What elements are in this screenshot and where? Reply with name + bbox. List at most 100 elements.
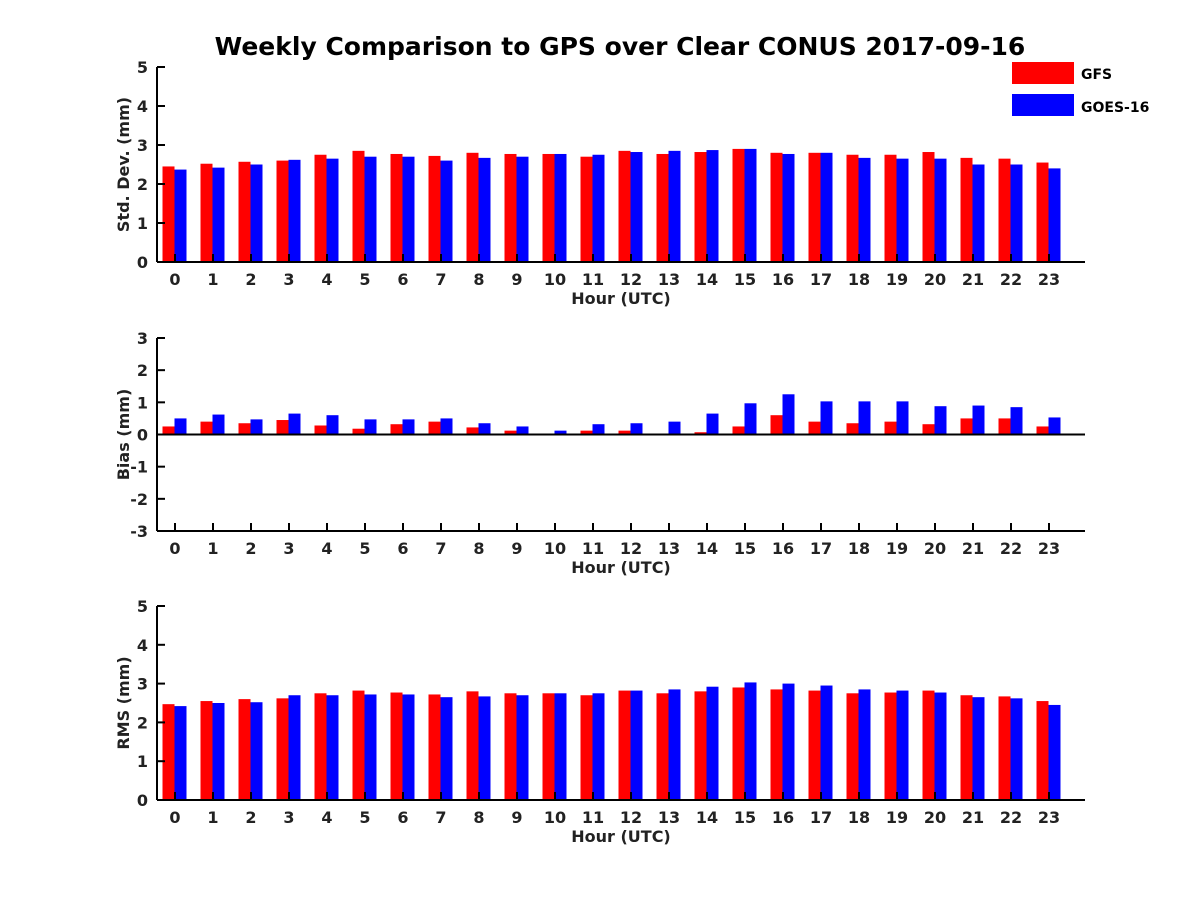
y-tick-label: -1 [130,458,148,477]
y-axis-label: RMS (mm) [114,656,133,749]
bar-goes16-hour-1 [212,167,225,262]
y-tick-label: 1 [137,393,148,412]
x-tick-label: 1 [207,539,218,558]
bar-goes16-hour-13 [668,150,681,262]
bar-gfs-hour-20 [922,690,935,800]
bar-gfs-hour-0 [162,704,175,800]
x-tick-label: 7 [435,808,446,827]
y-axis-label: Std. Dev. (mm) [114,97,133,232]
x-tick-label: 16 [772,539,794,558]
x-tick-label: 14 [696,270,718,289]
bar-goes16-hour-0 [174,418,187,435]
x-tick-label: 13 [658,808,680,827]
bar-gfs-hour-0 [162,426,175,435]
bar-goes16-hour-12 [630,690,643,800]
bar-goes16-hour-15 [744,148,757,262]
bar-goes16-hour-2 [250,419,263,435]
bar-gfs-hour-3 [276,420,289,435]
x-axis-label: Hour (UTC) [571,558,671,577]
bar-gfs-hour-21 [960,695,973,800]
x-tick-label: 12 [620,539,642,558]
bar-gfs-hour-11 [580,695,593,800]
bar-goes16-hour-13 [668,689,681,800]
bar-goes16-hour-10 [554,430,567,435]
x-tick-label: 5 [359,270,370,289]
bar-gfs-hour-2 [238,423,251,435]
x-tick-label: 7 [435,539,446,558]
bar-goes16-hour-8 [478,157,491,262]
x-tick-label: 12 [620,270,642,289]
bar-goes16-hour-15 [744,682,757,800]
x-tick-label: 8 [473,270,484,289]
bar-gfs-hour-8 [466,691,479,800]
x-tick-label: 5 [359,808,370,827]
y-tick-label: 3 [137,329,148,348]
bar-gfs-hour-9 [504,430,517,435]
x-tick-label: 19 [886,539,908,558]
bar-goes16-hour-19 [896,158,909,262]
bar-gfs-hour-7 [428,155,441,262]
x-tick-label: 17 [810,808,832,827]
x-tick-label: 9 [511,808,522,827]
bar-gfs-hour-5 [352,690,365,800]
x-tick-label: 1 [207,270,218,289]
x-tick-label: 11 [582,808,604,827]
bar-goes16-hour-19 [896,690,909,800]
bar-goes16-hour-0 [174,706,187,800]
bar-gfs-hour-13 [656,153,669,262]
bar-gfs-hour-12 [618,690,631,800]
y-tick-label: 4 [137,97,148,116]
bar-gfs-hour-0 [162,166,175,262]
x-tick-label: 2 [245,539,256,558]
bar-goes16-hour-21 [972,164,985,262]
bar-goes16-hour-18 [858,401,871,435]
x-tick-label: 21 [962,808,984,827]
bar-gfs-hour-14 [694,152,707,262]
bar-goes16-hour-11 [592,154,605,262]
x-tick-label: 12 [620,808,642,827]
bar-goes16-hour-20 [934,692,947,800]
x-tick-label: 0 [169,539,180,558]
x-tick-label: 9 [511,270,522,289]
bar-gfs-hour-14 [694,691,707,800]
bar-gfs-hour-4 [314,154,327,262]
bar-gfs-hour-6 [390,692,403,800]
bar-gfs-hour-17 [808,152,821,262]
x-tick-label: 10 [544,539,566,558]
y-tick-label: 1 [137,214,148,233]
bar-goes16-hour-8 [478,696,491,800]
bar-gfs-hour-20 [922,424,935,435]
x-tick-label: 15 [734,539,756,558]
x-tick-label: 14 [696,539,718,558]
bar-goes16-hour-9 [516,426,529,435]
bar-goes16-hour-11 [592,693,605,800]
x-tick-label: 18 [848,270,870,289]
y-tick-label: 0 [137,253,148,272]
y-tick-label: 2 [137,361,148,380]
bar-gfs-hour-2 [238,699,251,800]
bar-goes16-hour-23 [1048,417,1061,435]
y-tick-label: -2 [130,490,148,509]
bar-goes16-hour-14 [706,686,719,800]
x-tick-label: 6 [397,808,408,827]
bar-goes16-hour-17 [820,152,833,262]
x-tick-label: 0 [169,270,180,289]
x-tick-label: 23 [1038,808,1060,827]
y-tick-label: 1 [137,752,148,771]
x-tick-label: 18 [848,808,870,827]
bar-goes16-hour-0 [174,169,187,262]
bar-gfs-hour-18 [846,423,859,435]
x-tick-label: 21 [962,539,984,558]
x-axis-label: Hour (UTC) [571,827,671,846]
bar-gfs-hour-19 [884,154,897,262]
bar-goes16-hour-20 [934,158,947,262]
x-tick-label: 14 [696,808,718,827]
bar-gfs-hour-13 [656,693,669,800]
bar-gfs-hour-4 [314,693,327,800]
bar-gfs-hour-2 [238,161,251,262]
x-tick-label: 23 [1038,539,1060,558]
x-tick-label: 2 [245,270,256,289]
bar-gfs-hour-17 [808,690,821,800]
